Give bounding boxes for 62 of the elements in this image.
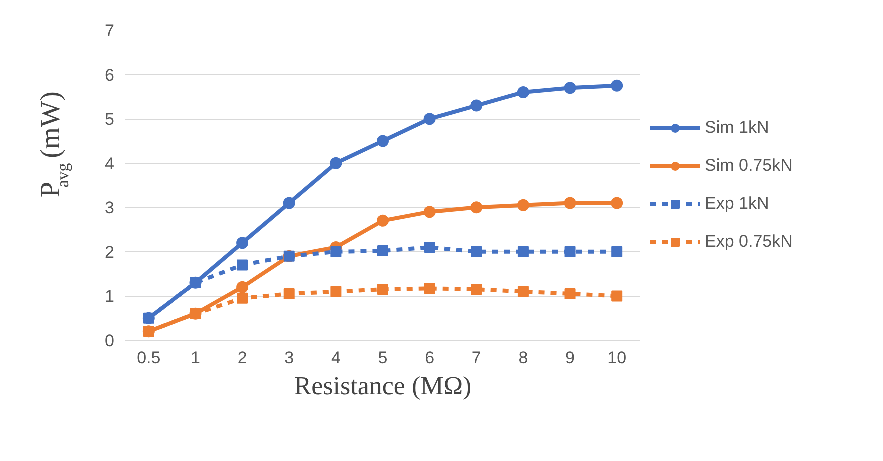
y-tick-label: 4 (105, 154, 115, 174)
point (330, 246, 342, 258)
point (190, 277, 202, 288)
point (424, 242, 436, 253)
point (143, 312, 154, 324)
point (377, 214, 389, 227)
point (236, 281, 249, 294)
point (518, 246, 529, 258)
x-tick-label: 5 (378, 348, 388, 368)
point (378, 246, 388, 257)
x-tick-label: 6 (425, 348, 435, 368)
x-tick-label: 8 (518, 348, 528, 368)
point (611, 80, 624, 92)
point (470, 202, 483, 214)
y-axis-title: Pavg (mW) (36, 92, 72, 198)
x-tick-label: 1 (191, 348, 200, 368)
legend-label: Sim 0.75kN (705, 156, 793, 176)
x-tick-label: 9 (566, 348, 576, 368)
point (143, 326, 154, 338)
point (190, 308, 202, 320)
legend-label: Exp 1kN (705, 194, 770, 214)
x-tick-label: 0.5 (137, 348, 161, 368)
point (378, 284, 388, 296)
point (237, 260, 248, 271)
point (564, 288, 576, 300)
point (564, 82, 576, 94)
y-tick-label: 3 (105, 198, 115, 218)
point (564, 197, 576, 210)
x-tick-label: 3 (284, 348, 294, 368)
x-axis-title: Resistance (MΩ) (294, 372, 472, 400)
legend-label: Exp 0.75kN (705, 232, 793, 252)
x-tick-label: 10 (608, 348, 627, 368)
y-tick-label: 7 (105, 22, 115, 40)
point (612, 290, 623, 302)
y-tick-label: 1 (105, 287, 115, 306)
point (518, 286, 529, 298)
point (517, 86, 530, 98)
point (471, 246, 482, 258)
point (283, 197, 296, 210)
point (330, 286, 342, 298)
y-tick-label: 0 (105, 332, 115, 350)
x-tick-label: 4 (331, 348, 341, 368)
y-tick-label: 2 (105, 242, 115, 262)
point (612, 246, 623, 258)
legend-label: Sim 1kN (705, 118, 770, 138)
x-tick-label: 7 (472, 348, 482, 368)
point (237, 292, 248, 304)
y-tick-label: 5 (105, 110, 115, 130)
point (564, 246, 576, 258)
point (424, 283, 436, 294)
point (470, 100, 483, 112)
point (424, 113, 436, 126)
point (330, 157, 342, 170)
point (236, 237, 249, 250)
x-tick-label: 2 (238, 348, 248, 368)
y-tick-label: 6 (105, 66, 115, 85)
point (517, 199, 530, 212)
point (284, 288, 295, 300)
point (471, 284, 482, 296)
point (377, 135, 389, 148)
point (424, 206, 436, 218)
point (611, 197, 624, 210)
